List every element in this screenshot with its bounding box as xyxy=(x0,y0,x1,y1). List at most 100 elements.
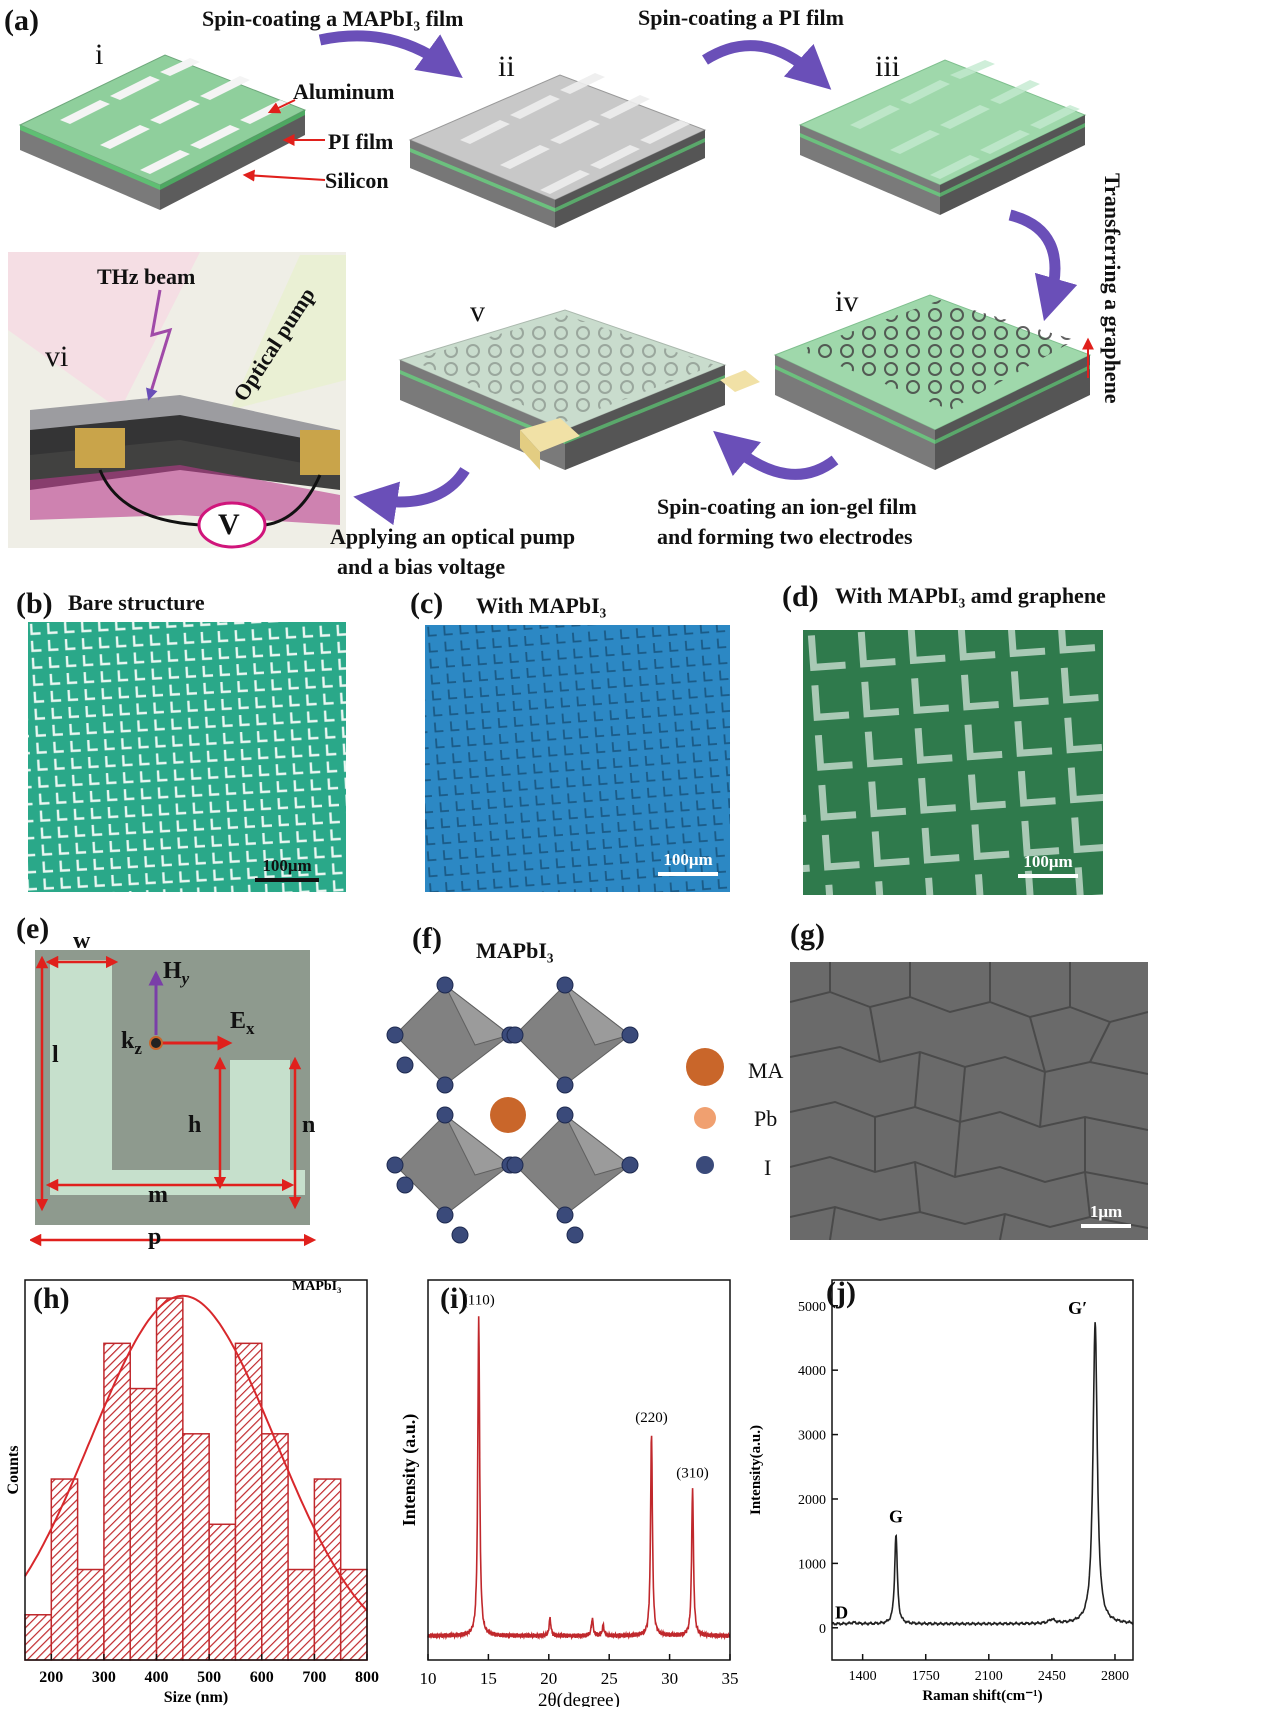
x-tick-label: 300 xyxy=(92,1669,116,1686)
step3-caption: Transferring a graphene xyxy=(1100,173,1125,404)
panel-b-title: Bare structure xyxy=(68,590,205,615)
step5-caption-line1: Applying an optical pump xyxy=(330,524,576,549)
y-tick-label: 0 xyxy=(819,1622,826,1637)
panel-d-scalebar: 100μm xyxy=(1015,852,1081,878)
y-tick-label: 3000 xyxy=(798,1429,826,1444)
histogram-bar xyxy=(155,1297,184,1661)
x-tick-label: 700 xyxy=(302,1669,326,1686)
step4-caption-line1: Spin-coating an ion-gel film xyxy=(657,494,917,519)
histogram-bar xyxy=(234,1342,263,1661)
chart-i-xrd: (110) (220) (310) 10 15 20 25 30 35 2θ(degree) Int… xyxy=(399,1279,739,1707)
microscope-image-bare xyxy=(28,622,346,892)
arrow-step4 xyxy=(713,430,839,480)
arrow-step2 xyxy=(702,40,832,90)
panel-g-scale-line xyxy=(1081,1224,1131,1228)
step-iii-device xyxy=(798,59,1087,215)
step-v-label: v xyxy=(470,295,485,328)
panel-d-label: (d) xyxy=(782,580,819,613)
plot-frame xyxy=(427,1279,731,1661)
fabrication-schematic xyxy=(8,30,1094,549)
step-i-device xyxy=(18,54,307,210)
dim-l-label: l xyxy=(52,1042,59,1068)
panel-g-label: (g) xyxy=(790,918,825,951)
pi-film-label: PI film xyxy=(328,129,394,154)
aluminum-label: Aluminum xyxy=(293,79,395,104)
peak-label: G′ xyxy=(1068,1298,1087,1318)
plot-frame xyxy=(831,1279,1134,1661)
legend-ma-label: MA xyxy=(748,1058,784,1083)
panel-d-title: With MAPbI₃ amd graphene xyxy=(835,583,1106,608)
panel-b-scale-line xyxy=(255,878,319,882)
panel-g-scale-text: 1μm xyxy=(1089,1202,1123,1221)
panel-f-title: MAPbI₃ xyxy=(476,938,554,963)
panel-b-label: (b) xyxy=(16,587,53,620)
voltage-label: V xyxy=(218,508,240,541)
x-tick-label: 10 xyxy=(420,1669,437,1688)
histogram-bar xyxy=(208,1523,237,1661)
histogram-bar xyxy=(182,1433,210,1661)
x-axis-title: 2θ(degree) xyxy=(538,1690,620,1707)
x-tick-label: 400 xyxy=(145,1669,169,1686)
arrow-step1 xyxy=(318,30,463,78)
dim-p-label: p xyxy=(148,1224,162,1250)
xrd-line xyxy=(427,1316,731,1641)
field-e-label: Ex xyxy=(230,1008,255,1038)
histogram-bar xyxy=(103,1342,131,1661)
panel-d-scale-line xyxy=(1018,874,1078,878)
histogram-bar xyxy=(129,1387,158,1661)
raman-line xyxy=(831,1322,1134,1627)
unit-cell-diagram xyxy=(30,950,317,1247)
sem-image xyxy=(790,962,1148,1240)
chart-title: MAPbI₃ xyxy=(292,1279,341,1294)
x-tick-label: 500 xyxy=(197,1669,221,1686)
step5-caption-line2: and a bias voltage xyxy=(337,554,506,579)
legend-pb-marker xyxy=(694,1107,716,1129)
step-iv-label: iv xyxy=(835,285,859,318)
panel-j-label: (j) xyxy=(826,1276,856,1309)
x-tick-label: 200 xyxy=(39,1669,63,1686)
panel-b-scalebar: 100μm xyxy=(252,856,322,882)
step2-caption: Spin-coating a PI film xyxy=(638,5,844,30)
y-axis-title: Intensity(a.u.) xyxy=(748,1425,764,1515)
dim-n-label: n xyxy=(302,1112,316,1138)
panel-c-title: With MAPbI₃ xyxy=(476,593,607,618)
histogram-bar xyxy=(287,1568,316,1661)
step-vi-device xyxy=(8,252,346,549)
y-axis-title: Counts xyxy=(5,1446,22,1495)
x-tick-label: 600 xyxy=(250,1669,274,1686)
microscope-image-graphene xyxy=(803,630,1103,895)
x-tick-label: 2800 xyxy=(1101,1669,1129,1684)
x-tick-label: 800 xyxy=(355,1669,379,1686)
peak-label: (220) xyxy=(635,1410,668,1426)
panel-e-label: (e) xyxy=(16,912,50,945)
step-ii-device xyxy=(408,73,707,228)
legend-ma-marker xyxy=(686,1048,724,1086)
dim-m-label: m xyxy=(148,1182,168,1208)
panel-a-label: (a) xyxy=(4,4,39,37)
x-axis-title: Raman shift(cm⁻¹) xyxy=(922,1688,1042,1704)
peak-label: G xyxy=(889,1506,903,1526)
panel-i-label: (i) xyxy=(440,1282,469,1315)
peak-label: (310) xyxy=(676,1465,709,1481)
panel-c-scale-line xyxy=(658,872,718,876)
gaussian-fit-line xyxy=(24,1294,368,1612)
dim-h-label: h xyxy=(188,1112,202,1138)
histogram-bar xyxy=(261,1433,289,1661)
x-tick-label: 1400 xyxy=(849,1669,877,1684)
y-axis-title: Intensity (a.u.) xyxy=(399,1414,420,1527)
field-h-label: Hy xyxy=(163,958,190,988)
panel-f-label: (f) xyxy=(412,922,442,955)
step-v-device xyxy=(398,309,760,470)
step-ii-label: ii xyxy=(498,50,515,83)
x-tick-label: 20 xyxy=(540,1669,557,1688)
thz-beam-label: THz beam xyxy=(97,264,196,289)
arrow-step3 xyxy=(1008,209,1078,322)
x-tick-label: 15 xyxy=(480,1669,497,1688)
y-tick-label: 1000 xyxy=(798,1557,826,1572)
panel-c-scalebar: 100μm xyxy=(655,850,721,876)
panel-c-scale-text: 100μm xyxy=(663,850,713,869)
y-tick-label: 2000 xyxy=(798,1493,826,1508)
x-tick-label: 30 xyxy=(661,1669,678,1688)
step1-caption: Spin-coating a MAPbI₃ film xyxy=(202,6,464,31)
arrow-step5 xyxy=(353,466,470,526)
